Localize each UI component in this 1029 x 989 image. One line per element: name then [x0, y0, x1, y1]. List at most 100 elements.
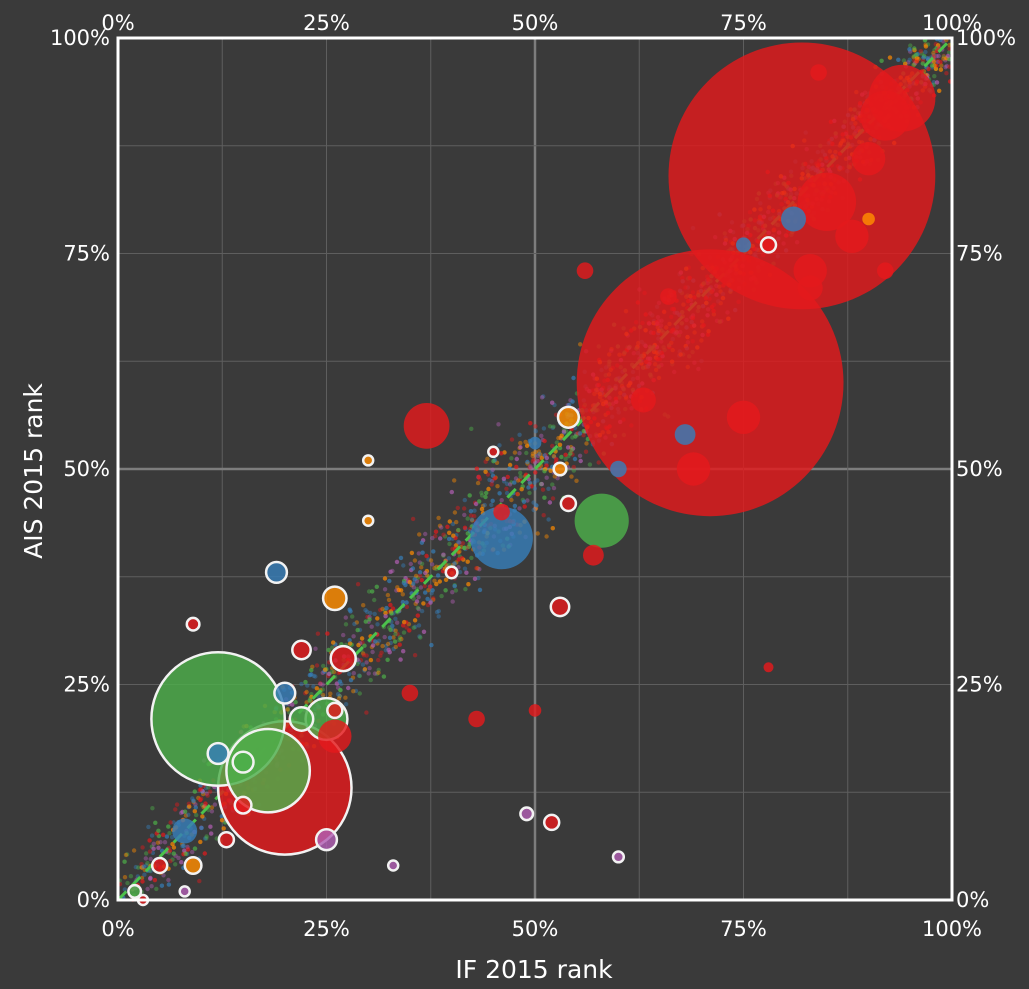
cloud-point: [938, 67, 944, 72]
cloud-point: [396, 587, 401, 593]
cloud-point: [550, 526, 555, 531]
cloud-point: [192, 846, 198, 851]
cloud-point: [914, 55, 920, 61]
cloud-point: [912, 48, 917, 53]
cloud-point: [911, 62, 916, 68]
cloud-point: [357, 627, 363, 633]
cloud-point: [887, 55, 893, 60]
cloud-point: [309, 692, 314, 697]
cloud-point: [569, 447, 574, 452]
cloud-point: [944, 63, 949, 69]
data-point-purple: [314, 828, 339, 852]
cloud-point: [411, 581, 416, 586]
cloud-point: [527, 465, 532, 470]
cloud-point: [577, 453, 583, 458]
cloud-point: [887, 55, 893, 60]
cloud-point: [143, 856, 148, 861]
cloud-point: [423, 590, 428, 595]
cloud-point: [201, 791, 206, 797]
cloud-point: [307, 698, 312, 703]
cloud-point: [450, 599, 455, 604]
cloud-point: [140, 845, 145, 850]
cloud-point: [374, 671, 380, 676]
cloud-point: [533, 460, 538, 465]
cloud-point: [524, 450, 529, 456]
data-point-red: [660, 288, 677, 305]
cloud-point: [550, 400, 555, 405]
cloud-point: [552, 454, 557, 460]
cloud-point: [193, 802, 198, 807]
cloud-point: [359, 636, 365, 641]
cloud-point: [934, 54, 939, 59]
cloud-point: [196, 795, 201, 801]
cloud-point: [417, 532, 422, 537]
cloud-point: [533, 449, 538, 455]
cloud-point: [563, 456, 568, 462]
cloud-point: [416, 623, 422, 628]
cloud-point: [429, 642, 434, 648]
cloud-point: [922, 54, 927, 59]
cloud-point: [515, 492, 520, 497]
cloud-point: [454, 533, 459, 538]
cloud-point: [462, 545, 467, 550]
cloud-point: [355, 627, 360, 633]
cloud-point: [915, 52, 920, 57]
cloud-point: [570, 399, 575, 404]
cloud-point: [382, 576, 388, 581]
cloud-point: [411, 625, 416, 630]
cloud-point: [466, 544, 471, 549]
cloud-point: [354, 620, 359, 625]
cloud-point: [128, 874, 134, 879]
cloud-point: [534, 503, 539, 508]
cloud-point: [412, 653, 418, 658]
cloud-point: [923, 44, 929, 49]
cloud-point: [191, 798, 196, 803]
cloud-point: [450, 590, 455, 595]
cloud-point: [362, 667, 368, 672]
cloud-point: [343, 702, 349, 707]
cloud-point: [491, 459, 496, 464]
cloud-point: [397, 642, 402, 647]
cloud-point: [453, 535, 458, 541]
cloud-point: [476, 474, 481, 479]
cloud-point: [403, 576, 408, 581]
cloud-point: [368, 657, 374, 663]
data-point-red: [403, 403, 450, 449]
cloud-point: [912, 46, 917, 51]
cloud-point: [183, 813, 189, 818]
cloud-point: [932, 48, 937, 53]
cloud-point: [153, 820, 158, 825]
cloud-point: [182, 850, 188, 856]
cloud-point: [150, 850, 156, 856]
cloud-point: [428, 558, 434, 563]
cloud-point: [941, 56, 946, 61]
cloud-point: [350, 675, 356, 680]
cloud-point: [198, 797, 203, 803]
cloud-point: [468, 513, 474, 518]
cloud-point: [574, 478, 579, 483]
cloud-point: [200, 802, 205, 808]
cloud-point: [426, 557, 431, 562]
cloud-point: [370, 643, 376, 648]
cloud-point: [156, 828, 161, 833]
cloud-point: [330, 645, 335, 650]
cloud-point: [180, 844, 185, 849]
cloud-point: [436, 515, 441, 521]
cloud-point: [149, 844, 155, 849]
cloud-point: [184, 851, 190, 857]
cloud-point: [453, 535, 458, 541]
cloud-point: [314, 663, 320, 668]
cloud-point: [496, 422, 501, 427]
cloud-point: [534, 503, 539, 508]
cloud-point: [452, 583, 457, 589]
cloud-point: [150, 806, 155, 811]
cloud-point: [464, 570, 469, 575]
cloud-point: [521, 499, 527, 504]
cloud-point: [495, 484, 500, 489]
cloud-point: [322, 669, 327, 674]
data-point-orange: [321, 585, 348, 612]
cloud-point: [323, 667, 328, 672]
cloud-point: [169, 835, 175, 840]
cloud-point: [947, 64, 952, 69]
cloud-point: [396, 588, 401, 593]
